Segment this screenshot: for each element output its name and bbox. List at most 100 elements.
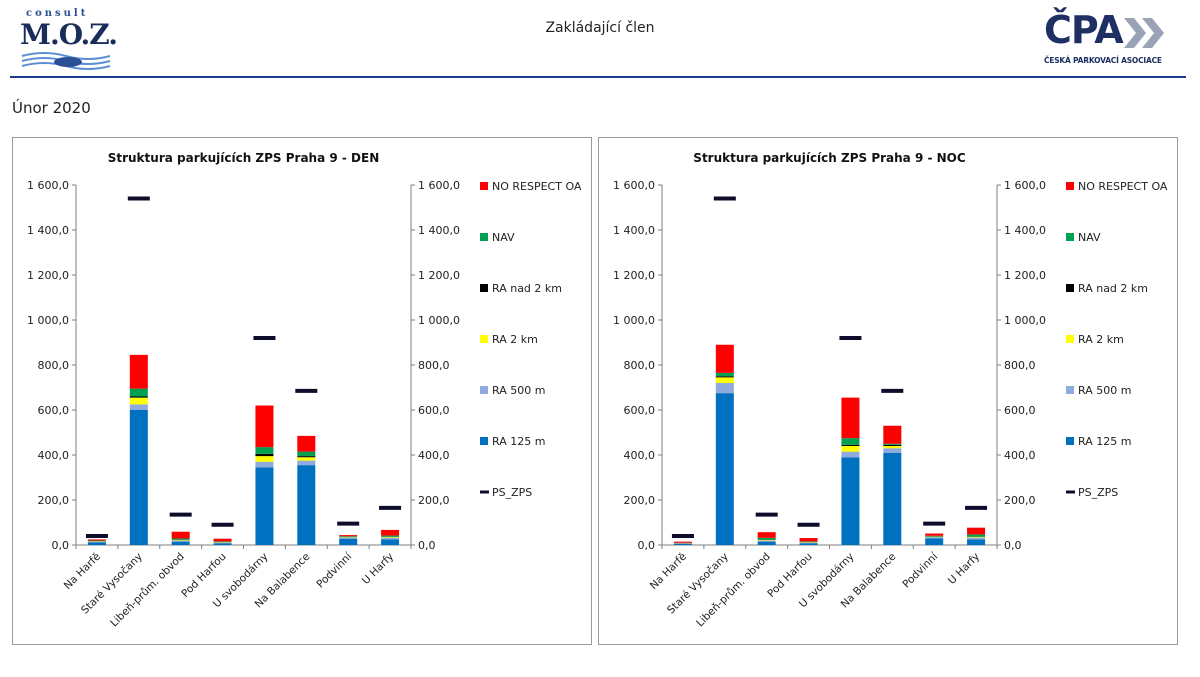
bar-segment-ra-2-km (255, 456, 274, 462)
bar-segment-ra-500-m (129, 404, 148, 410)
bar-segment-nav (129, 388, 148, 397)
bar-segment-nav (715, 372, 734, 377)
bar-segment-no-respect-oa (339, 535, 358, 537)
bar-segment-ra-500-m (799, 542, 818, 544)
cpa-chevrons-icon (1124, 18, 1164, 48)
bar-segment-ra-500-m (339, 537, 358, 539)
moz-consult-logo: consult M.O.Z. (16, 8, 126, 72)
bar-segment-ra-500-m (841, 451, 860, 458)
legend-swatch-nav (1066, 233, 1074, 241)
legend-label-ra-500-m: RA 500 m (1078, 384, 1131, 397)
chart-den: Struktura parkujících ZPS Praha 9 - DEN 0… (27, 151, 582, 630)
bar-segment-no-respect-oa (297, 435, 316, 452)
bar-segment-ra-500-m (381, 537, 400, 540)
y-tick-label-right: 1 600,0 (418, 179, 460, 192)
y-tick-label-right: 400,0 (1004, 449, 1036, 462)
bar-segment-ra-2-km (757, 539, 776, 541)
y-tick-label-left: 1 600,0 (613, 179, 655, 192)
category-label: Podvinní (314, 550, 355, 591)
bar-segment-nav (255, 447, 274, 454)
moz-logo-top-text: consult (26, 8, 89, 19)
bar-segment-ra-125-m (381, 539, 400, 545)
y-tick-label-left: 600,0 (38, 404, 70, 417)
chart-title: Struktura parkujících ZPS Praha 9 - NOC (693, 151, 966, 165)
legend-label-ra-125-m: RA 125 m (492, 435, 545, 448)
y-tick-label-right: 600,0 (418, 404, 450, 417)
bar-segment-nav (967, 534, 986, 537)
chart-noc: Struktura parkujících ZPS Praha 9 - NOC 0… (613, 151, 1168, 629)
page-header: consult M.O.Z. Zakládající člen ČPA ČESK… (0, 0, 1200, 78)
bar-segment-ra-nad-2-km (841, 444, 860, 446)
bar-segment-ra-125-m (967, 539, 986, 545)
bar-segment-ra-nad-2-km (255, 453, 274, 457)
bar-segment-ra-500-m (883, 448, 902, 453)
legend-swatch-ra-nad-2-km (1066, 284, 1074, 292)
legend-swatch-no-respect-oa (480, 182, 488, 190)
bar-segment-ra-125-m (715, 393, 734, 545)
bar-segment-nav (297, 451, 316, 457)
bar-segment-ra-2-km (171, 539, 190, 541)
cpa-logo: ČPA ČESKÁ PARKOVACÍ ASOCIACE (1044, 8, 1174, 70)
bar-segment-ra-500-m (967, 537, 986, 540)
legend-label-ps-zps: PS_ZPS (492, 486, 532, 499)
bar-segment-ra-125-m (339, 538, 358, 545)
y-tick-label-left: 200,0 (624, 494, 656, 507)
y-tick-label-left: 1 200,0 (613, 269, 655, 282)
y-tick-label-left: 800,0 (624, 359, 656, 372)
legend-label-nav: NAV (1078, 231, 1101, 244)
cpa-logo-main-text: ČPA (1044, 8, 1124, 52)
bar-segment-nav (339, 536, 358, 537)
legend-label-ps-zps: PS_ZPS (1078, 486, 1118, 499)
legend-swatch-ra-2-km (1066, 335, 1074, 343)
y-tick-label-right: 800,0 (418, 359, 450, 372)
chart-panel-den: Struktura parkujících ZPS Praha 9 - DEN 0… (12, 137, 592, 645)
bar-segment-ra-2-km (129, 397, 148, 405)
y-tick-label-left: 400,0 (38, 449, 70, 462)
y-tick-label-left: 1 400,0 (27, 224, 69, 237)
page-title: Únor 2020 (12, 99, 91, 117)
bar-segment-ra-125-m (129, 410, 148, 545)
bar-segment-nav (925, 535, 944, 537)
bar-segment-no-respect-oa (213, 538, 232, 542)
legend-label-nav: NAV (492, 231, 515, 244)
bar-segment-ra-125-m (799, 543, 818, 545)
legend-label-ra-2-km: RA 2 km (1078, 333, 1124, 346)
y-tick-label-left: 1 000,0 (613, 314, 655, 327)
y-tick-label-left: 400,0 (624, 449, 656, 462)
bar-segment-ra-nad-2-km (129, 396, 148, 398)
bar-segment-ra-125-m (297, 465, 316, 545)
legend-label-ra-nad-2-km: RA nad 2 km (1078, 282, 1148, 295)
bar-segment-ra-125-m (841, 457, 860, 545)
bar-segment-no-respect-oa (129, 354, 148, 389)
bar-segment-ra-500-m (87, 541, 106, 543)
y-tick-label-right: 200,0 (418, 494, 450, 507)
bar-segment-ra-500-m (715, 383, 734, 394)
bar-segment-ra-500-m (171, 540, 190, 542)
legend-swatch-ra-125-m (1066, 437, 1074, 445)
bar-segment-no-respect-oa (255, 405, 274, 448)
bar-segment-ra-125-m (171, 541, 190, 545)
bar-segment-no-respect-oa (171, 531, 190, 539)
y-tick-label-left: 1 000,0 (27, 314, 69, 327)
legend-label-no-respect-oa: NO RESPECT OA (1078, 180, 1168, 193)
category-label: Libeň-prům. obvod (108, 551, 187, 630)
bar-segment-no-respect-oa (967, 527, 986, 535)
y-tick-label-right: 1 600,0 (1004, 179, 1046, 192)
bar-segment-ra-125-m (255, 467, 274, 545)
bar-segment-ra-125-m (757, 541, 776, 545)
y-tick-label-left: 1 200,0 (27, 269, 69, 282)
y-tick-label-left: 600,0 (624, 404, 656, 417)
legend-swatch-nav (480, 233, 488, 241)
chart-title: Struktura parkujících ZPS Praha 9 - DEN (108, 151, 380, 165)
y-tick-label-right: 200,0 (1004, 494, 1036, 507)
legend-label-ra-2-km: RA 2 km (492, 333, 538, 346)
bar-segment-ra-2-km (841, 446, 860, 452)
bar-segment-no-respect-oa (87, 539, 106, 541)
y-tick-label-right: 1 000,0 (418, 314, 460, 327)
bar-segment-no-respect-oa (715, 344, 734, 373)
bar-segment-no-respect-oa (883, 425, 902, 444)
legend-swatch-no-respect-oa (1066, 182, 1074, 190)
moz-logo-waves-icon (21, 52, 111, 70)
bar-segment-ra-125-m (925, 538, 944, 545)
bar-segment-ra-2-km (381, 536, 400, 538)
